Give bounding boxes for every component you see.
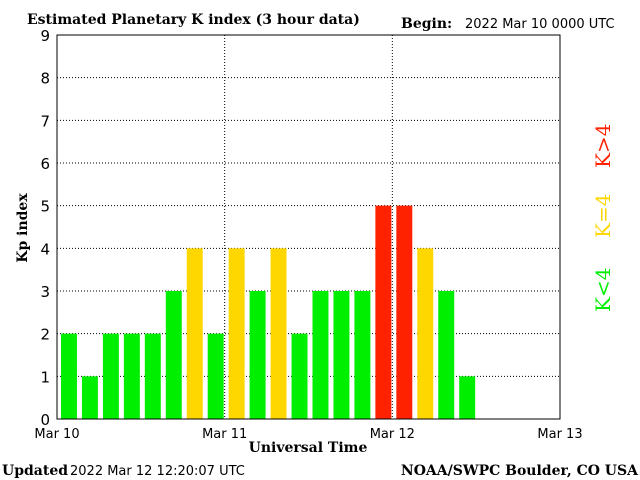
legend-low: K<4 [591,268,615,312]
kp-bar [438,291,455,419]
legend-mid: K=4 [591,194,615,238]
kp-bar [291,333,308,419]
x-tick-label: Mar 10 [34,427,79,442]
updated-label: Updated [2,463,68,479]
x-tick-labels: Mar 10 Mar 11 Mar 12 Mar 13 [34,427,582,442]
kp-bar [207,333,224,419]
y-tick-label: 3 [40,283,50,301]
kp-bar [270,248,287,419]
x-tick-label: Mar 13 [537,427,582,442]
y-tick-label: 0 [40,411,50,429]
kp-bar [186,248,203,419]
updated-value: 2022 Mar 12 12:20:07 UTC [70,464,245,479]
x-axis-label: Universal Time [249,440,368,456]
y-tick-labels: 0 1 2 3 4 5 6 7 8 9 [40,27,50,429]
legend-high: K>4 [591,124,615,168]
y-tick-label: 4 [40,240,50,258]
kp-bar [333,291,350,419]
y-tick-label: 8 [40,70,50,88]
kp-bar [165,291,182,419]
kp-bar [61,333,77,419]
kp-bar [354,291,371,419]
begin-value: 2022 Mar 10 0000 UTC [465,17,615,32]
kp-bar [417,248,434,419]
chart-title: Estimated Planetary K index (3 hour data… [27,12,360,28]
kp-bar [81,376,98,419]
y-tick-label: 2 [40,326,50,344]
y-tick-label: 5 [40,198,50,216]
y-tick-label: 7 [40,112,50,130]
grid-lines [57,34,560,419]
y-tick-label: 6 [40,155,50,173]
kp-bar [249,291,266,419]
kp-bar [312,291,329,419]
x-tick-label: Mar 11 [202,427,247,442]
kp-bar [102,333,119,419]
kp-bar [123,333,140,419]
kp-bar [396,205,413,419]
y-tick-label: 1 [40,368,50,386]
source-credit: NOAA/SWPC Boulder, CO USA [401,463,639,479]
x-tick-label: Mar 12 [370,427,415,442]
y-axis-label: Kp index [15,193,31,263]
y-tick-label: 9 [40,27,50,45]
bars [61,205,476,419]
kp-bar [228,248,245,419]
kp-bar [375,205,392,419]
kp-bar [459,376,476,419]
plot-frame [56,34,561,420]
kp-bar [144,333,161,419]
begin-label: Begin: [401,16,452,32]
